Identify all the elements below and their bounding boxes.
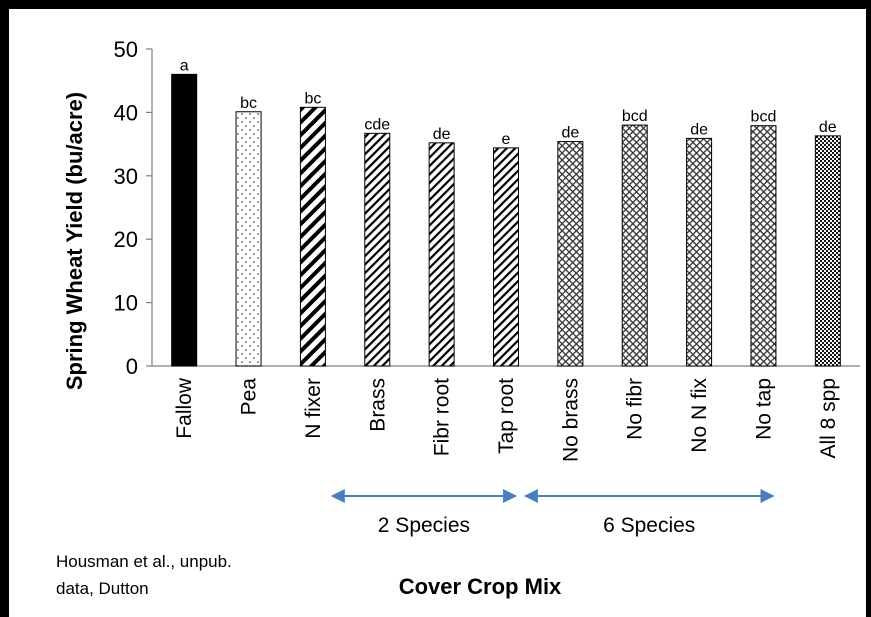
bar-letter: bcd <box>622 108 648 125</box>
bar-fallow <box>171 73 198 367</box>
credit-line-1: Housman et al., unpub. <box>56 552 232 571</box>
bar-no-tap <box>750 125 777 367</box>
bar-letter: a <box>180 57 189 74</box>
bar-pea <box>235 111 262 367</box>
bar-letter: cde <box>364 116 390 133</box>
x-tick-label: Pea <box>238 378 261 416</box>
y-axis-title: Spring Wheat Yield (bu/acre) <box>62 91 87 391</box>
bar-letter: e <box>502 131 511 148</box>
x-tick-label: Brass <box>366 378 389 432</box>
bar-all-8-spp <box>814 135 841 367</box>
bar-n-fixer <box>299 106 326 367</box>
y-tick-label: 50 <box>114 37 138 62</box>
axes: 0 10 20 30 40 50 <box>114 37 860 379</box>
x-tick-label: All 8 spp <box>817 378 840 459</box>
x-tick-labels: Fallow Pea N fixer Brass Fibr root Tap root No… <box>173 377 840 462</box>
y-tick-label: 40 <box>114 100 138 125</box>
x-tick-label: Fallow <box>173 377 196 439</box>
bar-letter: de <box>561 125 579 142</box>
x-tick-label: No fibr <box>624 378 647 440</box>
bar-no-brass <box>557 141 584 367</box>
bar-no-fibr <box>621 124 648 367</box>
x-axis-title: Cover Crop Mix <box>398 574 562 599</box>
x-tick-label: Fibr root <box>431 378 454 456</box>
bar-letter: bc <box>304 90 321 107</box>
y-tick-label: 20 <box>114 227 138 252</box>
x-tick-label: Tap root <box>495 378 518 454</box>
bars <box>171 73 841 367</box>
credit-line-2: data, Dutton <box>56 579 149 598</box>
group-label-2-species: 2 Species <box>377 514 471 537</box>
x-tick-label: N fixer <box>302 378 325 439</box>
bar-letter: de <box>433 126 451 143</box>
bar-tap-root <box>493 147 519 367</box>
y-tick-label: 0 <box>126 354 138 379</box>
significance-letters: a bc bc cde de e de bcd de bcd de <box>180 57 837 148</box>
bar-fibr-root <box>428 142 455 367</box>
x-tick-label: No N fix <box>688 378 711 453</box>
source-credit: Housman et al., unpub. data, Dutton <box>56 548 296 602</box>
bar-letter: de <box>819 119 837 136</box>
right-border <box>866 0 871 617</box>
x-tick-label: No brass <box>559 378 582 462</box>
bar-letter: de <box>690 121 708 138</box>
bar-brass <box>364 132 391 367</box>
left-border <box>0 0 9 617</box>
bar-letter: bc <box>240 95 257 112</box>
bar-letter: bcd <box>751 109 777 126</box>
x-tick-label: No tap <box>752 378 775 440</box>
y-tick-label: 10 <box>114 291 138 316</box>
bar-no-n-fix <box>686 137 713 367</box>
group-label-6-species: 6 Species <box>603 514 696 537</box>
top-border <box>0 0 871 9</box>
y-tick-label: 30 <box>114 164 138 189</box>
